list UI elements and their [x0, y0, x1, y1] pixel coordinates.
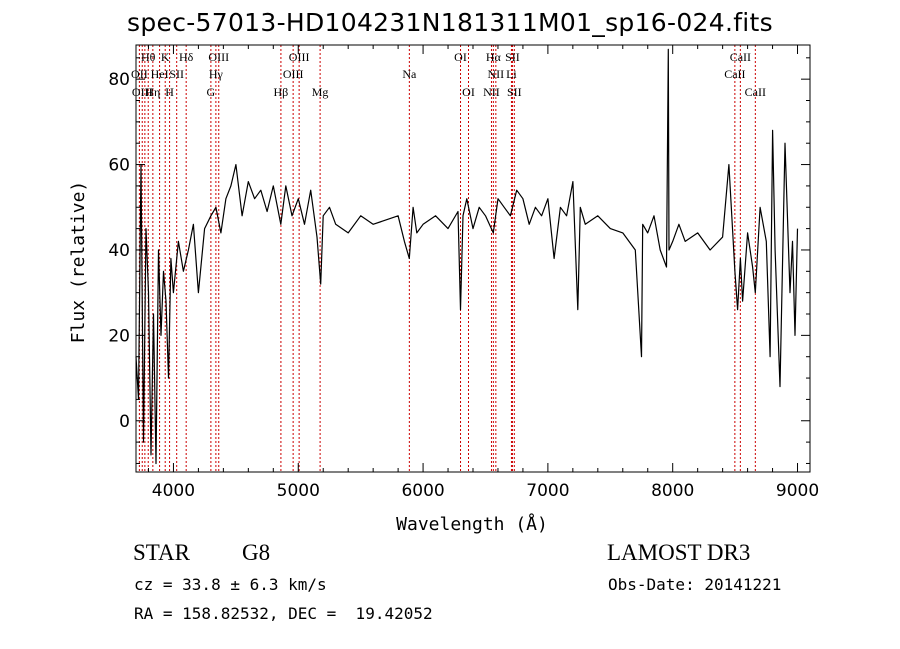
- plot-frame: [135, 44, 811, 473]
- spectral-line-label: OI: [454, 50, 467, 64]
- x-axis-label: Wavelength (Å): [396, 513, 548, 535]
- spectral-line-label: NII: [483, 85, 500, 99]
- x-tick-label: 5000: [277, 481, 320, 501]
- spectrum-line: [135, 48, 799, 465]
- spectral-line-label: Li: [506, 67, 517, 81]
- spectral-line-label: Hγ: [209, 67, 224, 81]
- spectral-line-label: HeI: [151, 67, 169, 81]
- spectral-line-label: Hθ: [141, 50, 156, 64]
- axis-ticks: 4000 5000 6000 7000 8000 9000 0 20 40 60 80: [108, 45, 819, 501]
- observation-date: Obs-Date: 20141221: [608, 575, 782, 594]
- x-tick-label: 4000: [152, 481, 195, 501]
- chart-title: spec-57013-HD104231N181311M01_sp16-024.f…: [127, 8, 773, 37]
- spectral-line-label: Hη: [145, 85, 160, 99]
- spectral-line-label: NII: [488, 67, 505, 81]
- coordinates: RA = 158.82532, DEC = 19.42052: [134, 604, 433, 623]
- spectral-line-label: K: [161, 50, 170, 64]
- x-tick-label: 8000: [651, 481, 694, 501]
- x-tick-label: 7000: [526, 481, 569, 501]
- spectral-line-label: H: [165, 85, 174, 99]
- y-axis-label: Flux (relative): [68, 181, 89, 344]
- x-tick-label: 6000: [401, 481, 444, 501]
- y-tick-label: 80: [108, 70, 130, 90]
- spectral-line-label: OII: [131, 67, 148, 81]
- redshift-velocity: cz = 33.8 ± 6.3 km/s: [134, 575, 327, 594]
- spectral-line-label: Hβ: [274, 85, 289, 99]
- spectral-line-label: SII: [169, 67, 184, 81]
- y-tick-label: 40: [108, 241, 130, 261]
- spectral-line-label: SII: [505, 50, 520, 64]
- spectral-line-label: CaII: [724, 67, 745, 81]
- spectral-line-label: CaII: [730, 50, 751, 64]
- y-tick-label: 0: [119, 412, 130, 432]
- spectral-line-label: OIII: [208, 50, 229, 64]
- spectral-line-label: G: [207, 85, 216, 99]
- spectral-line-label: Hδ: [179, 50, 194, 64]
- spectral-line-label: OIII: [283, 67, 304, 81]
- object-class: STAR: [133, 540, 190, 565]
- spectral-line-label: Na: [402, 67, 417, 81]
- spectral-line-label: OIII: [132, 85, 153, 99]
- y-tick-label: 20: [108, 326, 130, 346]
- y-tick-label: 60: [108, 156, 130, 176]
- object-subclass: G8: [242, 540, 271, 565]
- spectral-line-label: Hα: [486, 50, 502, 64]
- spectral-line-label: OI: [462, 85, 475, 99]
- spectral-line-label: Mg: [312, 85, 329, 99]
- x-tick-label: 9000: [776, 481, 819, 501]
- spectral-line-label: CaII: [745, 85, 766, 99]
- spectrum-series: [135, 48, 799, 465]
- spectral-line-label: SII: [507, 85, 522, 99]
- survey-name: LAMOST DR3: [607, 540, 751, 565]
- spectral-line-label: OIII: [289, 50, 310, 64]
